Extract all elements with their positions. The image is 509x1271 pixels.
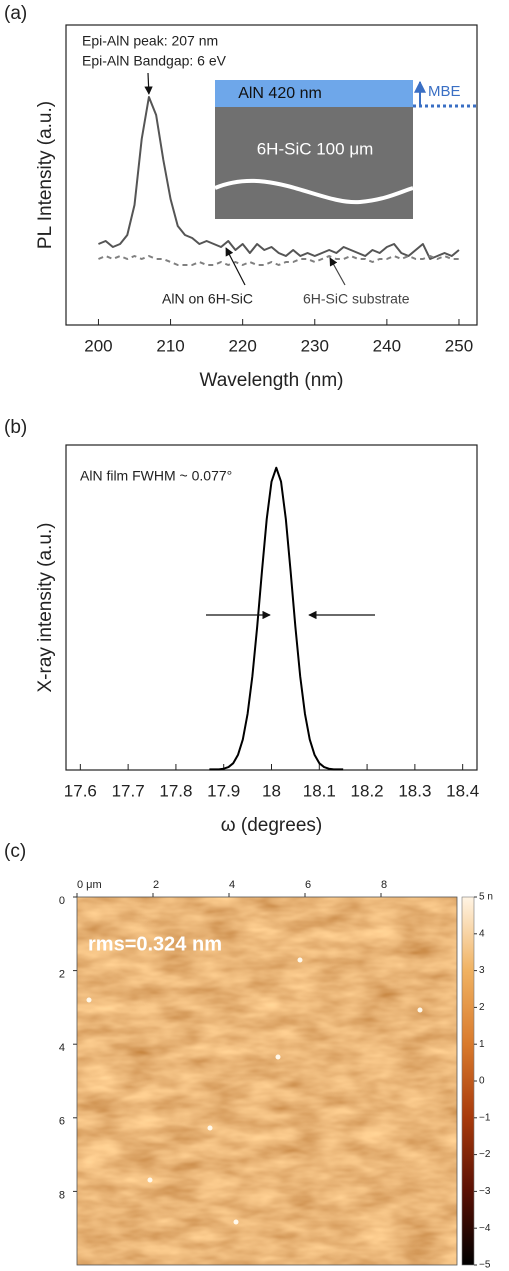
x-tick-label: 0 μm [77, 879, 102, 891]
surface-particle [417, 1007, 423, 1013]
x-tick-label: 18.3 [398, 781, 431, 800]
data-line [98, 255, 459, 266]
x-tick-label: 250 [445, 336, 473, 355]
annotation: 6H-SiC 100 μm [257, 139, 374, 158]
x-axis-label: Wavelength (nm) [200, 370, 344, 391]
x-tick-label: 6 [305, 879, 311, 891]
surface-particle [86, 997, 92, 1003]
surface-particle [275, 1054, 281, 1060]
colorbar-tick-label: −3 [479, 1186, 491, 1197]
x-tick-label: 230 [301, 336, 329, 355]
colorbar-tick-label: −1 [479, 1112, 491, 1123]
annotation-arrow [225, 247, 246, 286]
plot-frame [65, 444, 478, 771]
surface-particle [297, 957, 303, 963]
x-tick-label: 17.9 [207, 781, 240, 800]
annotation: AlN film FWHM ~ 0.077° [80, 468, 232, 484]
colorbar-tick-label: 0 [479, 1076, 485, 1087]
surface-particle [147, 1177, 153, 1183]
surface-particle [233, 1219, 239, 1225]
x-tick-label: 17.7 [112, 781, 145, 800]
panel-label: (a) [4, 3, 27, 24]
colorbar [461, 896, 475, 1266]
annotation: Epi-AlN peak: 207 nm [82, 33, 218, 49]
image-frame [76, 896, 458, 1266]
x-tick-label: 200 [84, 336, 112, 355]
x-tick-label: 4 [229, 879, 235, 891]
x-tick-label: 17.8 [159, 781, 192, 800]
x-tick-label: 18.1 [303, 781, 336, 800]
y-tick-label: 6 [59, 1116, 65, 1128]
panel-label: (b) [4, 417, 27, 438]
x-tick-label: 18.4 [446, 781, 479, 800]
x-tick-label: 18 [262, 781, 281, 800]
data-line [98, 96, 460, 260]
annotation-arrow [144, 72, 153, 95]
colorbar-tick-label: −4 [479, 1223, 491, 1234]
annotation: Epi-AlN Bandgap: 6 eV [82, 53, 227, 69]
y-axis-label: X-ray intensity (a.u.) [35, 523, 56, 693]
annotation: AlN 420 nm [238, 85, 322, 102]
x-tick-label: 2 [153, 879, 159, 891]
annotation: rms=0.324 nm [88, 933, 222, 955]
panel-label: (c) [4, 841, 26, 862]
annotation: 6H-SiC substrate [303, 291, 410, 307]
colorbar-tick-label: 1 [479, 1039, 485, 1050]
colorbar-tick-label: −2 [479, 1149, 491, 1160]
annotation: AlN on 6H-SiC [162, 291, 253, 307]
x-tick-label: 220 [228, 336, 256, 355]
plot-frame [65, 24, 478, 326]
y-tick-label: 2 [59, 969, 65, 981]
colorbar-tick-label: 5 n [479, 892, 493, 903]
y-axis-label: PL Intensity (a.u.) [35, 101, 56, 249]
y-tick-label: 4 [59, 1042, 65, 1054]
x-tick-label: 17.6 [64, 781, 97, 800]
x-axis-label: ω (degrees) [221, 815, 322, 836]
afm-image [77, 897, 457, 1265]
y-tick-label: 8 [59, 1189, 65, 1201]
y-tick-label: 0 [59, 895, 65, 907]
colorbar-tick-label: −5 [479, 1260, 491, 1271]
annotation-arrow [329, 257, 346, 286]
colorbar-tick-label: 4 [479, 928, 485, 939]
surface-particle [207, 1125, 213, 1131]
x-tick-label: 240 [373, 336, 401, 355]
colorbar-tick-label: 2 [479, 1002, 485, 1013]
inset-wave [214, 178, 414, 205]
inset-sic-layer [215, 107, 413, 219]
colorbar-tick-label: 3 [479, 965, 485, 976]
x-tick-label: 8 [381, 879, 387, 891]
x-tick-label: 18.2 [351, 781, 384, 800]
x-tick-label: 210 [156, 336, 184, 355]
inset-aln-layer [215, 80, 413, 107]
data-line [209, 466, 344, 771]
annotation: MBE [428, 83, 461, 100]
